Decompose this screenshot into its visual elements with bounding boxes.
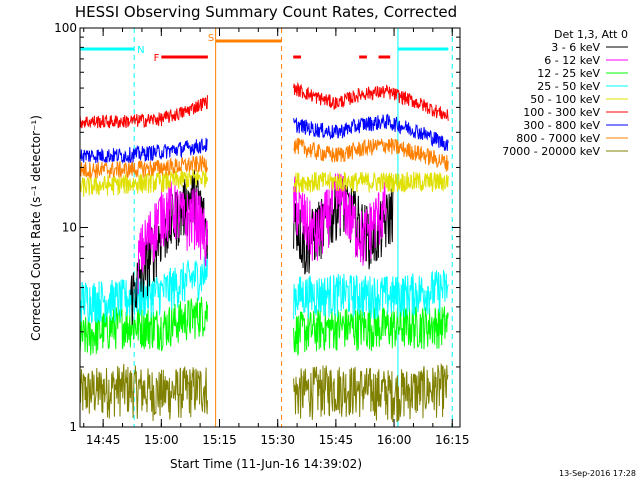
- series-line-7000-20000keV: [293, 362, 449, 423]
- legend-entry-label: 3 - 6 keV: [551, 41, 600, 54]
- x-tick-label: 15:00: [144, 433, 179, 447]
- series-line-25-50keV: [79, 253, 208, 324]
- series-line-12-25keV: [293, 305, 449, 356]
- y-tick-label: 1: [69, 420, 77, 434]
- series-line-100-300keV: [293, 81, 449, 121]
- series-line-7000-20000keV: [79, 363, 208, 422]
- series-line-3-6keV: [130, 169, 208, 326]
- series-line-100-300keV: [79, 95, 208, 129]
- x-axis-label: Start Time (11-Jun-16 14:39:02): [170, 457, 362, 471]
- y-tick-label: 100: [54, 21, 77, 35]
- axes-layer: 14:45 15:00 15:15 15:30 15:45 16:00 16:15 1 10 10…: [54, 21, 469, 447]
- flag-bars-layer: NF S: [79, 33, 449, 64]
- legend-entry-label: 7000 - 20000 keV: [502, 145, 600, 158]
- legend-entry-label: 800 - 7000 keV: [516, 132, 600, 145]
- x-tick-label: 15:45: [319, 433, 354, 447]
- legend-title: Det 1,3, Att 0: [554, 28, 628, 41]
- flag-label-S: S: [208, 33, 214, 44]
- series-line-800-7000keV: [79, 155, 208, 179]
- series-line-300-800keV: [293, 113, 449, 151]
- legend-entry-label: 100 - 300 keV: [523, 106, 600, 119]
- series-line-6-12keV: [137, 181, 208, 295]
- flag-label-N: N: [137, 45, 144, 56]
- plot-frame: [79, 27, 461, 428]
- x-tick-label: 14:45: [86, 433, 121, 447]
- series-line-6-12keV: [293, 172, 387, 266]
- chart-title: HESSI Observing Summary Count Rates, Cor…: [75, 3, 457, 21]
- legend-entry-label: 12 - 25 keV: [537, 67, 600, 80]
- y-tick-label: 10: [62, 221, 77, 235]
- y-axis-label: Corrected Count Rate (s⁻¹ detector⁻¹): [29, 115, 43, 341]
- series-line-50-100keV: [79, 167, 208, 197]
- generation-timestamp: 13-Sep-2016 17:28: [559, 469, 636, 478]
- series-line-50-100keV: [293, 171, 449, 193]
- x-tick-label: 16:15: [435, 433, 470, 447]
- x-tick-label: 15:30: [260, 433, 295, 447]
- legend-entry-label: 6 - 12 keV: [544, 54, 600, 67]
- x-tick-label: 15:15: [202, 433, 237, 447]
- series-line-800-7000keV: [293, 137, 449, 172]
- legend-entry-label: 50 - 100 keV: [530, 93, 600, 106]
- legend-entry-label: 300 - 800 keV: [523, 119, 600, 132]
- legend-entry-label: 25 - 50 keV: [537, 80, 600, 93]
- x-tick-label: 16:00: [377, 433, 412, 447]
- flag-label-F: F: [154, 53, 160, 64]
- series-line-25-50keV: [293, 269, 449, 320]
- series-line-300-800keV: [79, 137, 208, 165]
- series-layer: [79, 81, 449, 423]
